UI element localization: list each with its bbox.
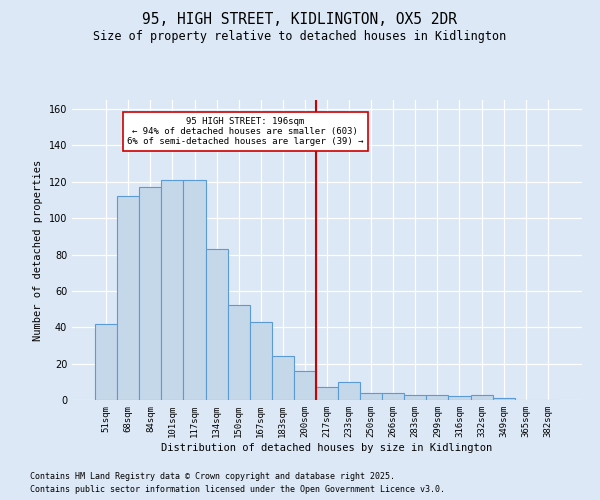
X-axis label: Distribution of detached houses by size in Kidlington: Distribution of detached houses by size … — [161, 442, 493, 452]
Bar — [427, 394, 448, 400]
Text: 95, HIGH STREET, KIDLINGTON, OX5 2DR: 95, HIGH STREET, KIDLINGTON, OX5 2DR — [143, 12, 458, 28]
Bar — [493, 398, 515, 400]
Bar — [95, 324, 117, 400]
Bar — [117, 196, 139, 400]
Bar — [206, 249, 227, 400]
Bar — [404, 394, 427, 400]
Bar — [382, 392, 404, 400]
Bar — [360, 392, 382, 400]
Text: 95 HIGH STREET: 196sqm
← 94% of detached houses are smaller (603)
6% of semi-det: 95 HIGH STREET: 196sqm ← 94% of detached… — [127, 116, 364, 146]
Bar — [227, 306, 250, 400]
Bar — [161, 180, 184, 400]
Bar — [184, 180, 206, 400]
Text: Size of property relative to detached houses in Kidlington: Size of property relative to detached ho… — [94, 30, 506, 43]
Bar — [272, 356, 294, 400]
Bar — [448, 396, 470, 400]
Bar — [316, 388, 338, 400]
Text: Contains public sector information licensed under the Open Government Licence v3: Contains public sector information licen… — [30, 485, 445, 494]
Bar — [250, 322, 272, 400]
Bar — [470, 394, 493, 400]
Y-axis label: Number of detached properties: Number of detached properties — [33, 160, 43, 340]
Bar — [139, 188, 161, 400]
Bar — [338, 382, 360, 400]
Text: Contains HM Land Registry data © Crown copyright and database right 2025.: Contains HM Land Registry data © Crown c… — [30, 472, 395, 481]
Bar — [294, 371, 316, 400]
